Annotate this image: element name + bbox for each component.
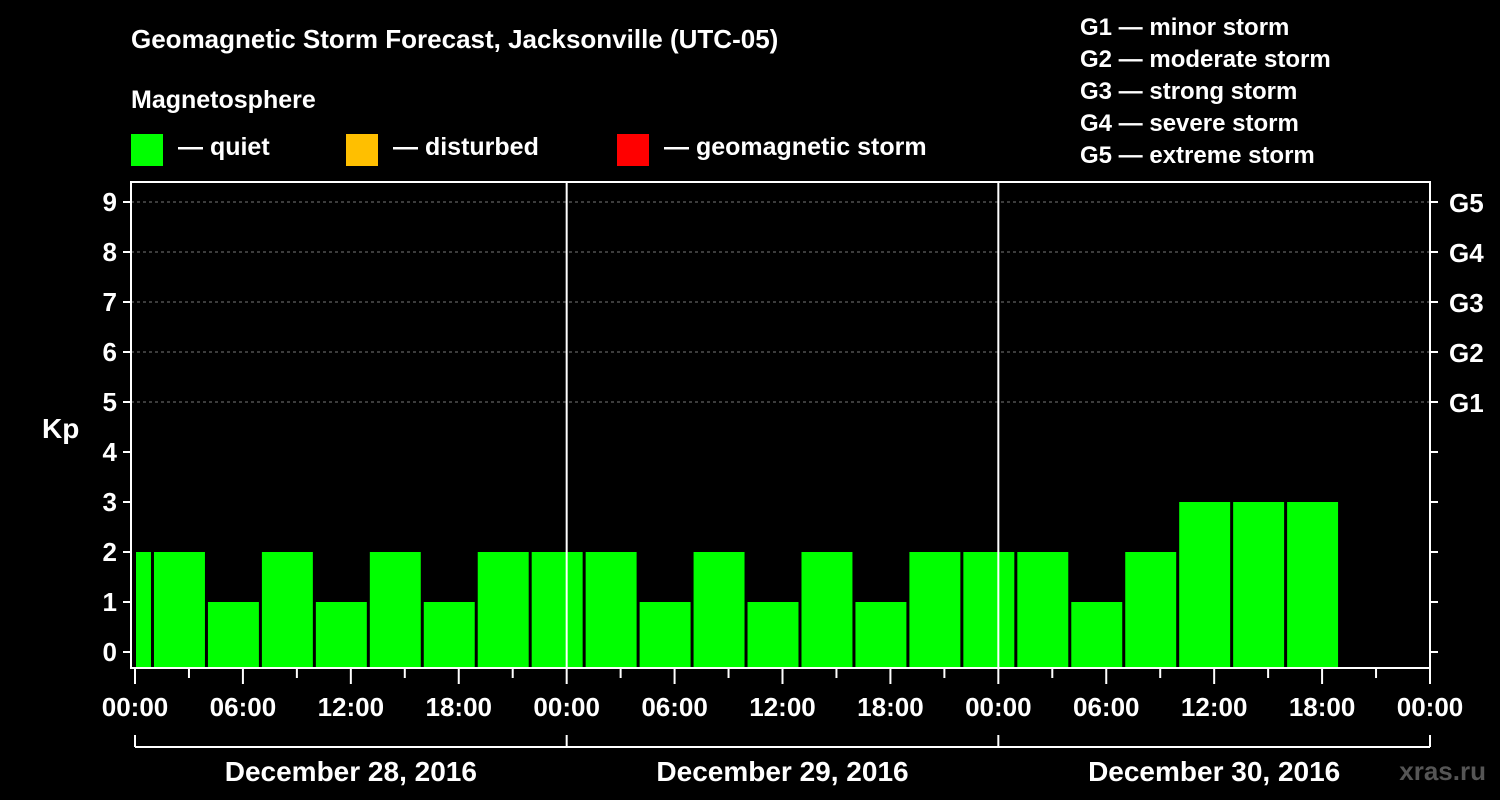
kp-bar	[261, 552, 313, 668]
kp-bar	[801, 552, 853, 668]
kp-bar	[585, 552, 637, 668]
kp-bar	[423, 602, 475, 668]
kp-bar	[369, 552, 421, 668]
magnetosphere-legend-title: Magnetosphere	[131, 86, 316, 114]
storm-level-g3: G3 — strong storm	[1080, 78, 1298, 105]
y-tick-label: 1	[103, 587, 117, 617]
g-level-label: G4	[1449, 238, 1484, 268]
x-tick-label: 06:00	[1073, 692, 1140, 722]
kp-bar	[153, 552, 205, 668]
kp-bar	[1017, 552, 1069, 668]
quiet-swatch	[131, 134, 163, 166]
y-tick-label: 5	[103, 387, 117, 417]
storm-level-g1: G1 — minor storm	[1080, 14, 1290, 41]
date-label: December 29, 2016	[656, 756, 908, 787]
kp-bar	[136, 552, 151, 668]
kp-bar	[207, 602, 259, 668]
x-tick-label: 18:00	[426, 692, 493, 722]
x-tick-label: 06:00	[210, 692, 277, 722]
y-tick-label: 9	[103, 187, 117, 217]
x-tick-label: 00:00	[965, 692, 1032, 722]
kp-bar	[1071, 602, 1123, 668]
g-level-label: G5	[1449, 188, 1484, 218]
storm-label: — geomagnetic storm	[664, 133, 927, 161]
kp-bar	[1125, 552, 1177, 668]
y-tick-label: 3	[103, 487, 117, 517]
kp-bar	[963, 552, 1015, 668]
date-label: December 28, 2016	[225, 756, 477, 787]
x-tick-label: 06:00	[641, 692, 708, 722]
g-level-label: G3	[1449, 288, 1484, 318]
y-tick-label: 6	[103, 337, 117, 367]
kp-bar	[909, 552, 961, 668]
date-label: December 30, 2016	[1088, 756, 1340, 787]
kp-bar	[855, 602, 907, 668]
quiet-label: — quiet	[178, 133, 270, 161]
kp-bar	[1287, 502, 1339, 668]
kp-bar	[531, 552, 583, 668]
storm-level-g2: G2 — moderate storm	[1080, 46, 1331, 73]
y-tick-label: 0	[103, 637, 117, 667]
kp-bar	[1233, 502, 1285, 668]
kp-bar	[747, 602, 799, 668]
x-tick-label: 12:00	[318, 692, 385, 722]
x-tick-label: 18:00	[1289, 692, 1356, 722]
y-tick-label: 8	[103, 237, 117, 267]
x-tick-label: 00:00	[1397, 692, 1464, 722]
kp-bar	[639, 602, 691, 668]
storm-level-g5: G5 — extreme storm	[1080, 142, 1315, 169]
x-tick-label: 18:00	[857, 692, 924, 722]
y-tick-label: 7	[103, 287, 117, 317]
kp-bar	[693, 552, 745, 668]
chart-title: Geomagnetic Storm Forecast, Jacksonville…	[131, 24, 779, 54]
x-tick-label: 12:00	[1181, 692, 1248, 722]
y-tick-label: 2	[103, 537, 117, 567]
disturbed-label: — disturbed	[393, 133, 539, 161]
watermark: xras.ru	[1399, 756, 1486, 786]
plot-frame	[130, 181, 1431, 669]
kp-bar	[477, 552, 529, 668]
kp-bar	[315, 602, 367, 668]
g-level-label: G2	[1449, 338, 1484, 368]
x-tick-label: 00:00	[102, 692, 169, 722]
disturbed-swatch	[346, 134, 378, 166]
storm-swatch	[617, 134, 649, 166]
storm-level-g4: G4 — severe storm	[1080, 110, 1299, 137]
x-tick-label: 00:00	[533, 692, 600, 722]
kp-bar	[1179, 502, 1231, 668]
y-tick-label: 4	[103, 437, 118, 467]
x-tick-label: 12:00	[749, 692, 816, 722]
y-axis-label: Kp	[42, 413, 79, 444]
g-level-label: G1	[1449, 388, 1484, 418]
